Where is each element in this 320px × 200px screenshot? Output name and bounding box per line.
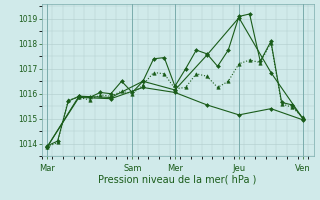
X-axis label: Pression niveau de la mer( hPa ): Pression niveau de la mer( hPa ) [99, 174, 257, 184]
